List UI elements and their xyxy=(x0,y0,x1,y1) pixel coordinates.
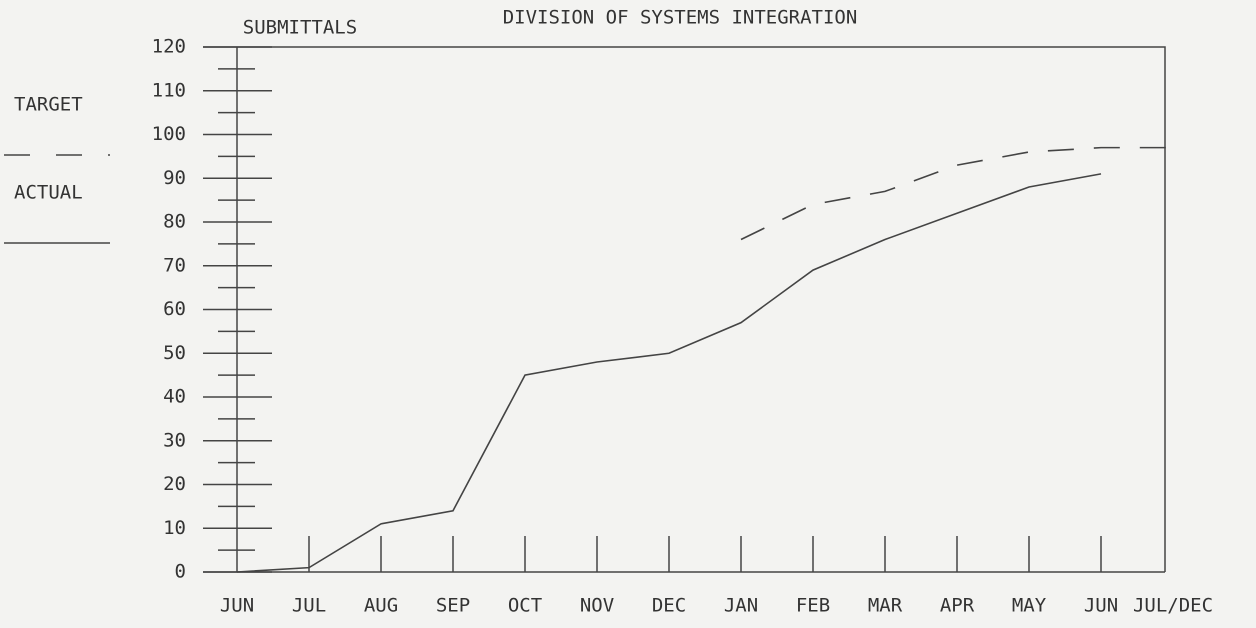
y-tick-label: 70 xyxy=(163,254,186,276)
y-tick-label: 50 xyxy=(163,342,186,364)
x-tick-label: MAY xyxy=(1012,595,1047,617)
x-tick-label: NOV xyxy=(580,595,614,617)
y-tick-label: 10 xyxy=(163,517,186,539)
legend-label: ACTUAL xyxy=(14,182,83,204)
x-tick-label: JUN xyxy=(220,595,254,617)
x-tick-label: MAR xyxy=(868,595,903,617)
y-tick-label: 90 xyxy=(163,167,186,189)
y-tick-label: 60 xyxy=(163,298,186,320)
series-line xyxy=(740,146,1173,241)
x-tick-label: SEP xyxy=(436,595,470,617)
y-tick-label: 30 xyxy=(163,429,186,451)
x-tick-label: JUL/DEC xyxy=(1133,595,1213,617)
x-tick-label: DEC xyxy=(652,595,686,617)
x-tick-label: AUG xyxy=(364,595,398,617)
x-tick-label: JAN xyxy=(724,595,758,617)
y-tick-label: 0 xyxy=(175,561,186,583)
frame xyxy=(203,46,1166,572)
y-tick-label: 100 xyxy=(152,123,186,145)
series-line xyxy=(236,173,1102,573)
x-tick-label: OCT xyxy=(508,595,542,617)
x-tick-label: JUN xyxy=(1084,595,1118,617)
y-tick-label: 40 xyxy=(163,386,186,408)
y-tick-label: 20 xyxy=(163,473,186,495)
y-tick-label: 80 xyxy=(163,211,186,233)
y-tick-label: 120 xyxy=(152,36,186,58)
chart-title: DIVISION OF SYSTEMS INTEGRATION xyxy=(503,7,858,29)
y-axis-label: SUBMITTALS xyxy=(243,17,357,39)
x-tick-label: JUL xyxy=(292,595,326,617)
legend-label: TARGET xyxy=(14,94,83,116)
x-tick-label: FEB xyxy=(796,595,830,617)
y-tick-label: 110 xyxy=(152,79,186,101)
x-tick-label: APR xyxy=(940,595,975,617)
